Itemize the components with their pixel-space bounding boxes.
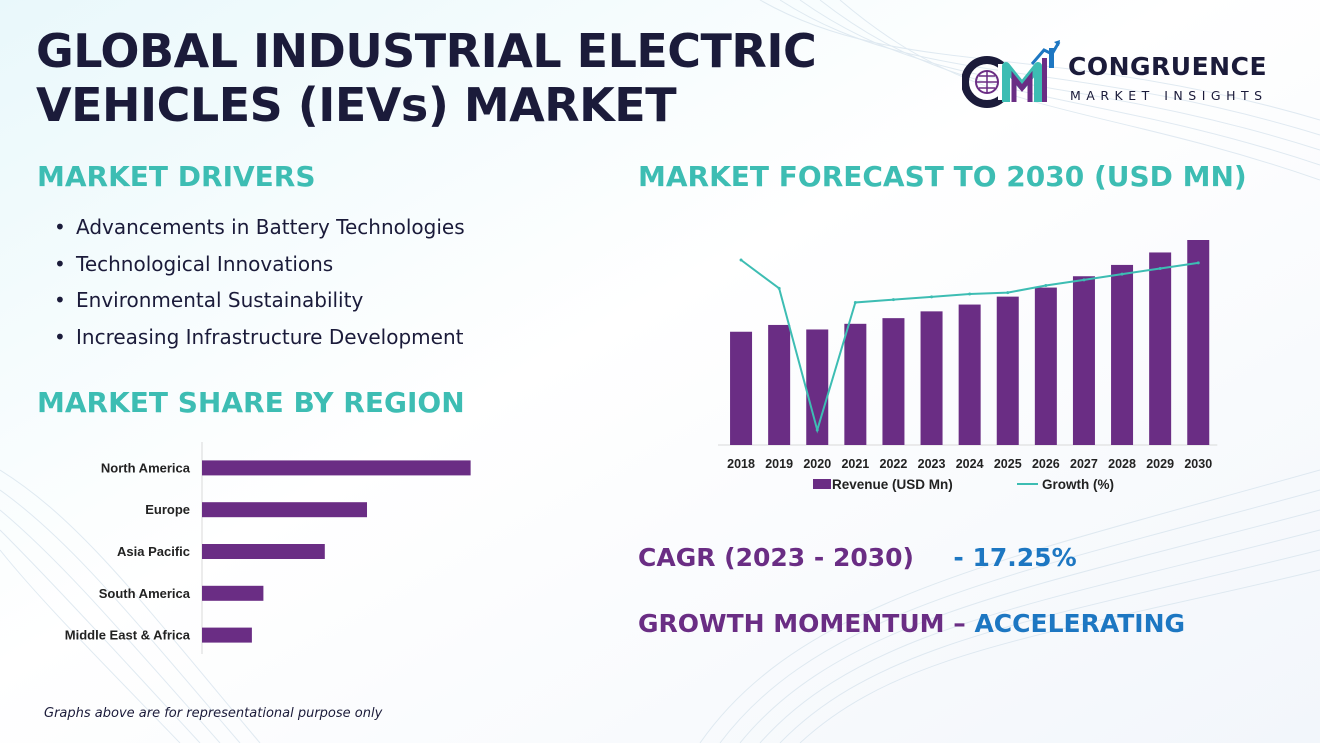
cagr-value: - 17.25%: [953, 543, 1077, 572]
x-tick-label-2022: 2022: [880, 457, 908, 471]
legend-growth-label: Growth (%): [1042, 477, 1114, 492]
region-bar-3: [202, 585, 264, 601]
revenue-bar-2021: [844, 323, 867, 445]
region-label-4: Middle East & Africa: [65, 628, 191, 643]
title-line-2: VEHICLES (IEVs) MARKET: [36, 78, 677, 132]
revenue-bar-2024: [958, 304, 981, 445]
x-tick-label-2019: 2019: [765, 457, 793, 471]
region-label-1: Europe: [145, 502, 190, 517]
growth-point-2029: [1158, 267, 1162, 270]
driver-item-text: Increasing Infrastructure Development: [76, 325, 464, 350]
company-logo: CONGRUENCE MARKET INSIGHTS: [962, 38, 1292, 110]
page-title: GLOBAL INDUSTRIAL ELECTRIC VEHICLES (IEV…: [36, 24, 817, 132]
x-tick-label-2029: 2029: [1146, 457, 1174, 471]
x-tick-label-2027: 2027: [1070, 457, 1098, 471]
growth-momentum-statement: GROWTH MOMENTUM – ACCELERATING: [638, 609, 1185, 638]
x-tick-label-2025: 2025: [994, 457, 1022, 471]
driver-item: • Advancements in Battery Technologies: [54, 215, 465, 239]
footnote: Graphs above are for representational pu…: [44, 706, 383, 721]
x-tick-label-2026: 2026: [1032, 457, 1060, 471]
growth-point-2027: [1082, 278, 1086, 282]
cagr-statement: CAGR (2023 - 2030) - 17.25%: [638, 543, 1077, 572]
driver-item: • Technological Innovations: [54, 251, 334, 276]
growth-point-2018: [739, 258, 743, 262]
revenue-bar-2018: [730, 331, 753, 445]
growth-point-2023: [930, 295, 934, 299]
driver-item-text: Technological Innovations: [76, 251, 334, 276]
cagr-label: CAGR (2023 - 2030): [638, 543, 914, 572]
region-label-3: South America: [99, 586, 191, 601]
growth-point-2020: [815, 428, 819, 432]
revenue-bar-2028: [1111, 264, 1134, 445]
region-bar-1: [202, 502, 368, 518]
revenue-bar-2029: [1149, 252, 1172, 445]
growth-point-2022: [891, 298, 895, 302]
growth-point-2021: [853, 301, 857, 304]
cm-globe-bars-logo-icon: [962, 40, 1061, 108]
market-drivers-heading: MARKET DRIVERS: [37, 160, 316, 193]
revenue-bar-2023: [920, 311, 943, 445]
growth-point-2028: [1120, 272, 1124, 276]
market-drivers-list: • Advancements in Battery Technologies • T…: [54, 212, 465, 359]
region-bar-0: [202, 460, 471, 476]
market-forecast-chart: 2018 2019 2020 2021 2022 2023 2024 2025 2026 2027…: [718, 240, 1218, 492]
region-label-0: North America: [101, 460, 191, 475]
driver-item: • Increasing Infrastructure Development: [54, 325, 464, 350]
momentum-value: ACCELERATING: [974, 609, 1186, 638]
region-bar-4: [202, 627, 252, 643]
driver-item-text: Advancements in Battery Technologies: [76, 215, 465, 239]
driver-item-text: Environmental Sustainability: [76, 288, 364, 313]
driver-item: • Environmental Sustainability: [54, 288, 364, 313]
growth-point-2019: [777, 286, 781, 290]
revenue-bar-2027: [1072, 276, 1095, 445]
region-label-2: Asia Pacific: [117, 544, 190, 559]
legend-revenue-label: Revenue (USD Mn): [832, 477, 953, 492]
x-tick-label-2030: 2030: [1184, 457, 1212, 471]
logo-tagline: MARKET INSIGHTS: [1070, 88, 1268, 103]
revenue-bar-2025: [996, 296, 1019, 445]
x-tick-label-2018: 2018: [727, 457, 755, 471]
logo-company-name: CONGRUENCE: [1068, 52, 1268, 81]
x-tick-label-2024: 2024: [956, 457, 984, 471]
growth-point-2024: [968, 292, 972, 296]
revenue-bar-2030: [1187, 240, 1210, 445]
revenue-bar-2022: [882, 318, 905, 445]
revenue-bar-2026: [1034, 287, 1057, 445]
x-tick-label-2020: 2020: [803, 457, 831, 471]
x-tick-label-2023: 2023: [918, 457, 946, 471]
growth-point-2025: [1006, 291, 1010, 295]
x-tick-label-2021: 2021: [841, 457, 869, 471]
growth-point-2026: [1044, 284, 1048, 287]
region-share-bar-chart: North America Europe Asia Pacific South Ame…: [65, 442, 471, 654]
title-line-1: GLOBAL INDUSTRIAL ELECTRIC: [36, 24, 817, 78]
region-bar-2: [202, 544, 325, 559]
revenue-bar-2019: [768, 324, 791, 445]
revenue-bar-2020: [806, 329, 829, 445]
market-share-heading: MARKET SHARE BY REGION: [37, 386, 465, 419]
legend-revenue-swatch: [813, 479, 831, 489]
growth-point-2030: [1196, 261, 1200, 265]
x-tick-label-2028: 2028: [1108, 457, 1136, 471]
momentum-label: GROWTH MOMENTUM –: [638, 609, 966, 638]
market-forecast-heading: MARKET FORECAST TO 2030 (USD MN): [638, 160, 1247, 193]
